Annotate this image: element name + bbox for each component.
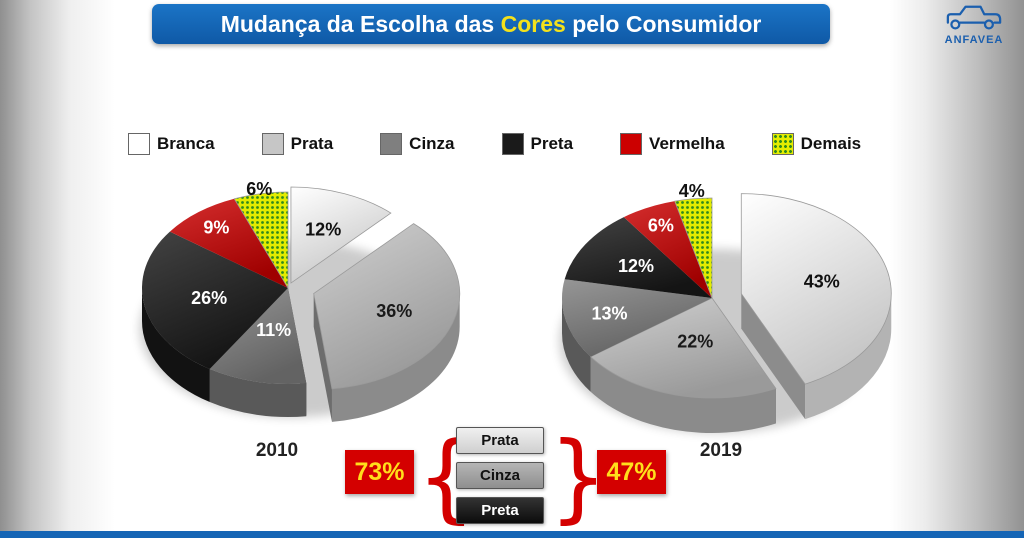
title-suffix: pelo Consumidor	[565, 10, 762, 37]
bottom-bar	[0, 531, 1024, 538]
pie-2019-label-prata: 22%	[677, 332, 713, 352]
pie-2010-label-vermelha: 9%	[203, 217, 229, 237]
anfavea-logo-text: ANFAVEA	[944, 34, 1004, 46]
legend-label: Demais	[800, 134, 862, 153]
pie-slice-wall	[590, 356, 776, 434]
pie-2010-slice-branca	[290, 186, 392, 284]
pie-2010-slice-vermelha	[169, 198, 288, 288]
pie-2019-label-cinza: 13%	[592, 303, 628, 323]
legend-item-preta: Preta	[501, 133, 574, 155]
summary-value-2019: 47%	[597, 450, 666, 494]
pie-2010-slice-demais	[233, 191, 289, 290]
pie-2019-label-vermelha: 6%	[648, 216, 674, 236]
legend-label: Vermelha	[649, 134, 725, 153]
legend-item-branca: Branca	[128, 133, 215, 155]
pie-2019-label-demais: 4%	[679, 181, 705, 201]
legend-label: Preta	[530, 134, 574, 153]
legend-swatch-vermelha	[620, 133, 643, 155]
pie-2010-label-preta: 26%	[191, 288, 227, 308]
pie-slice-side	[313, 293, 332, 422]
page-title: Mudança da Escolha das Cores pelo Consum…	[221, 11, 762, 38]
anfavea-logo: ANFAVEA	[928, 3, 1020, 46]
pie-2010-label-branca: 12%	[305, 219, 341, 239]
legend-item-demais: Demais	[771, 133, 862, 155]
title-highlight: Cores	[500, 10, 566, 37]
legend-item-cinza: Cinza	[380, 133, 455, 155]
legend-label: Branca	[157, 134, 215, 153]
group-box-preta: Preta	[456, 497, 544, 524]
pie-2010-label-demais: 6%	[246, 179, 272, 199]
pie-2019-slice-cinza	[562, 279, 712, 357]
pie-2010-slice-prata	[313, 223, 461, 390]
right-brace: }	[549, 421, 608, 534]
legend-label: Prata	[290, 134, 334, 153]
legend-swatch-cinza	[380, 133, 403, 155]
pie-2019-slice-prata	[589, 297, 777, 399]
legend-item-vermelha: Vermelha	[620, 133, 725, 155]
anfavea-logo-icon	[946, 5, 1002, 30]
legend-item-prata: Prata	[261, 133, 334, 155]
pie-2010-label-cinza: 11%	[256, 320, 291, 340]
pie-2019-slice-demais	[674, 197, 713, 299]
pie-slice-wall	[805, 293, 892, 420]
legend-swatch-demais	[771, 133, 794, 155]
group-box-prata: Prata	[456, 427, 544, 454]
pie-slice-wall	[562, 298, 591, 392]
pie-2019-label-preta: 12%	[618, 256, 654, 276]
legend-swatch-prata	[261, 133, 284, 155]
pie-2019-label-branca: 43%	[804, 272, 840, 292]
pie-2010-slice-preta	[141, 231, 288, 370]
legend: Branca Prata Cinza Preta Vermelha Demais	[128, 133, 861, 155]
pie-slice-wall	[142, 288, 210, 403]
pie-slice-side	[741, 293, 806, 420]
pie-2010-label-prata: 36%	[376, 301, 412, 321]
summary-value-2010: 73%	[345, 450, 414, 494]
legend-label: Cinza	[409, 134, 455, 153]
pie-slice-wall	[209, 369, 307, 418]
pie-2019-slice-vermelha	[623, 201, 712, 298]
pie-2010-slice-cinza	[209, 288, 307, 384]
title-prefix: Mudança da Escolha das	[220, 10, 501, 37]
pie-2019-slice-branca	[740, 193, 892, 385]
year-label-2019: 2019	[699, 440, 743, 461]
title-banner: Mudança da Escolha das Cores pelo Consum…	[152, 4, 830, 44]
legend-swatch-branca	[128, 133, 150, 155]
year-label-2010: 2010	[255, 440, 299, 461]
pie-2019-slice-preta	[564, 217, 712, 298]
group-box-cinza: Cinza	[456, 462, 544, 489]
pie-slice-wall	[331, 293, 460, 422]
legend-swatch-preta	[501, 133, 524, 155]
